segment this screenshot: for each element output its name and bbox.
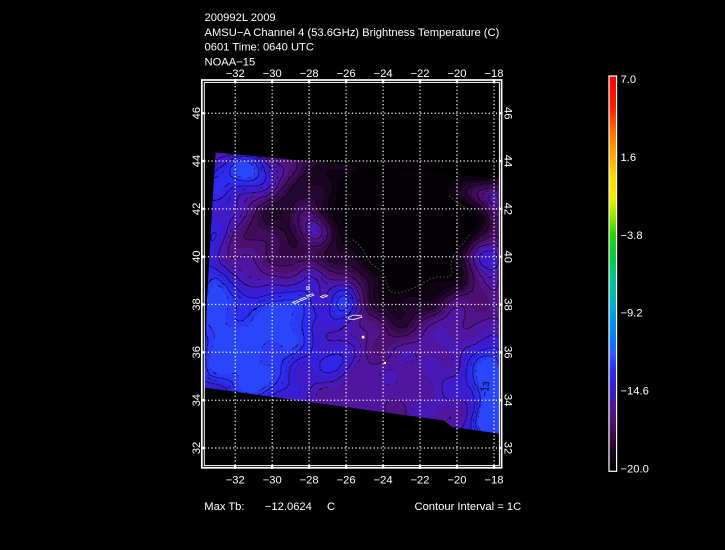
svg-text:−14.6: −14.6 [621, 386, 649, 398]
svg-text:NOAA−15: NOAA−15 [205, 56, 256, 68]
svg-text:7.0: 7.0 [621, 74, 637, 86]
svg-text:−20: −20 [448, 475, 467, 487]
svg-text:−22: −22 [411, 475, 430, 487]
svg-text:36: 36 [191, 346, 203, 358]
svg-text:Max Tb:: Max Tb: [204, 501, 244, 513]
svg-text:AMSU−A Channel 4 (53.6GHz) Bri: AMSU−A Channel 4 (53.6GHz) Brightness Te… [205, 27, 500, 39]
svg-text:−28: −28 [300, 68, 319, 80]
svg-text:−9.2: −9.2 [621, 308, 643, 320]
svg-text:−32: −32 [226, 475, 245, 487]
svg-text:200992L 2009: 200992L 2009 [205, 12, 276, 24]
svg-text:44: 44 [502, 155, 514, 167]
svg-text:38: 38 [502, 298, 514, 310]
svg-text:−3.8: −3.8 [621, 230, 643, 242]
svg-text:−20: −20 [448, 68, 467, 80]
svg-text:34: 34 [191, 394, 203, 406]
svg-text:−26: −26 [337, 475, 356, 487]
svg-text:−18: −18 [485, 475, 504, 487]
svg-text:42: 42 [191, 203, 203, 215]
svg-text:32: 32 [502, 442, 514, 454]
svg-text:40: 40 [191, 250, 203, 262]
svg-text:36: 36 [502, 346, 514, 358]
svg-text:−30: −30 [263, 475, 282, 487]
svg-text:1.6: 1.6 [621, 152, 637, 164]
svg-text:−32: −32 [226, 68, 245, 80]
svg-text:−28: −28 [300, 475, 319, 487]
svg-text:42: 42 [502, 203, 514, 215]
svg-text:−18: −18 [485, 68, 504, 80]
svg-text:38: 38 [191, 298, 203, 310]
svg-text:−26: −26 [337, 68, 356, 80]
svg-text:−20.0: −20.0 [621, 464, 649, 476]
svg-text:40: 40 [502, 250, 514, 262]
svg-text:34: 34 [502, 394, 514, 406]
svg-text:44: 44 [191, 155, 203, 167]
svg-text:32: 32 [191, 442, 203, 454]
svg-text:−13: −13 [480, 381, 492, 397]
svg-text:Contour Interval = 1C: Contour Interval = 1C [415, 501, 522, 513]
svg-text:46: 46 [191, 107, 203, 119]
svg-text:−12.0624: −12.0624 [265, 501, 312, 513]
svg-text:−30: −30 [263, 68, 282, 80]
svg-text:46: 46 [502, 107, 514, 119]
svg-text:−24: −24 [374, 68, 393, 80]
svg-text:−22: −22 [411, 68, 430, 80]
svg-text:−24: −24 [374, 475, 393, 487]
svg-text:0601 Time: 0640 UTC: 0601 Time: 0640 UTC [205, 42, 314, 54]
svg-text:C: C [327, 501, 335, 513]
